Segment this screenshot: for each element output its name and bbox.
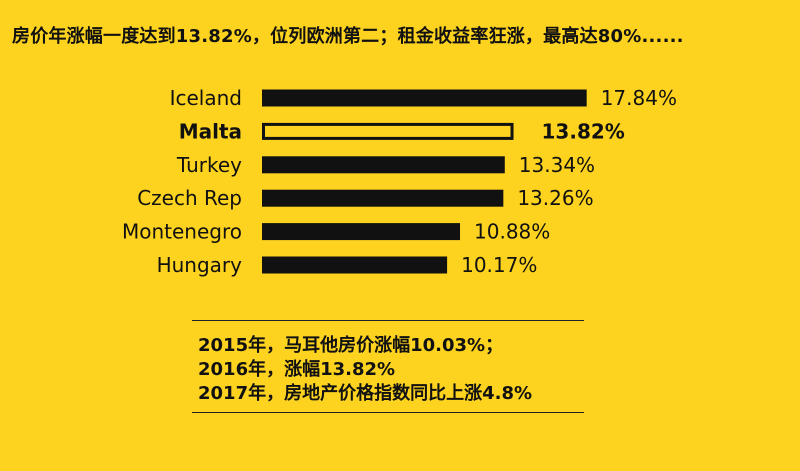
- category-label-czech-rep: Czech Rep: [137, 186, 242, 210]
- category-label-montenegro: Montenegro: [122, 220, 242, 244]
- category-label-turkey: Turkey: [176, 153, 242, 177]
- value-label-montenegro: 10.88%: [474, 220, 550, 244]
- notes-block: 2015年，马耳他房价涨幅10.03%； 2016年，涨幅13.82% 2017…: [198, 334, 532, 406]
- bar-iceland: [262, 89, 587, 107]
- bar-malta: [262, 122, 514, 140]
- bar-hungary: [262, 256, 448, 274]
- category-label-hungary: Hungary: [157, 253, 243, 277]
- note-2016: 2016年，涨幅13.82%: [198, 359, 396, 380]
- divider-bottom: [192, 412, 584, 413]
- category-label-iceland: Iceland: [170, 86, 242, 110]
- bar-chart: Iceland 17.84% Malta 13.82% Turkey 13.34% Czec…: [122, 86, 677, 277]
- value-label-czech-rep: 13.26%: [517, 186, 593, 210]
- divider-top: [192, 320, 584, 321]
- value-label-iceland: 17.84%: [601, 86, 677, 110]
- value-label-turkey: 13.34%: [519, 153, 595, 177]
- bar-montenegro: [262, 223, 461, 241]
- headline: 房价年涨幅一度达到13.82%，位列欧洲第二；租金收益率狂涨，最高达80%...…: [12, 26, 684, 47]
- category-label-malta: Malta: [179, 119, 242, 143]
- value-label-hungary: 10.17%: [461, 253, 537, 277]
- value-label-malta: 13.82%: [542, 119, 625, 143]
- note-2015: 2015年，马耳他房价涨幅10.03%；: [198, 335, 504, 356]
- note-2017: 2017年，房地产价格指数同比上涨4.8%: [198, 383, 533, 404]
- bar-czech-rep: [262, 189, 504, 207]
- bar-turkey: [262, 156, 505, 174]
